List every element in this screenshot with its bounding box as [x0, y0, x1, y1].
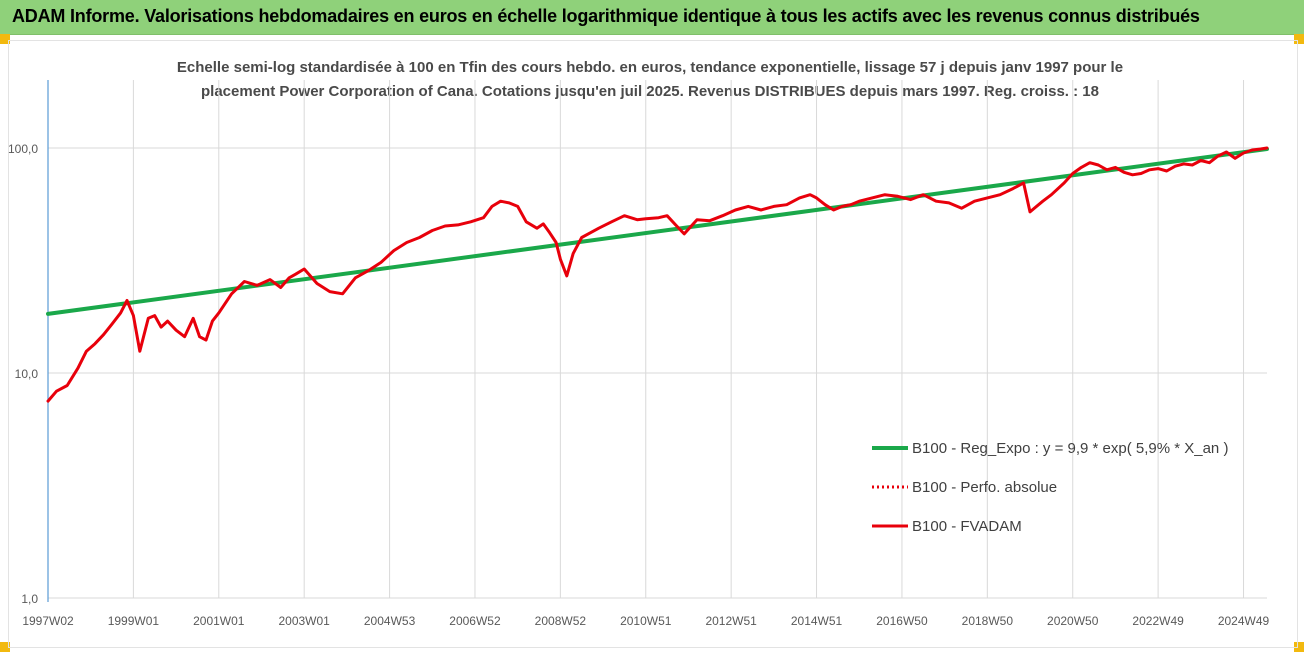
x-tick-label: 1997W02	[22, 614, 74, 628]
legend-entry: B100 - Perfo. absolue	[912, 479, 1057, 496]
corner-marker-bottom-left	[0, 642, 10, 652]
y-tick-label: 10,0	[15, 367, 39, 381]
chart-title-line-2: placement Power Corporation of Cana. Cot…	[201, 83, 1099, 100]
y-tick-label: 1,0	[21, 592, 38, 606]
x-tick-label: 2020W50	[1047, 614, 1099, 628]
title-banner: ADAM Informe. Valorisations hebdomadaire…	[0, 0, 1304, 35]
chart-title-line-1: Echelle semi-log standardisée à 100 en T…	[176, 59, 1124, 76]
x-tick-label: 2006W52	[449, 614, 501, 628]
legend-entry: B100 - FVADAM	[912, 518, 1022, 535]
legend-entry: B100 - Reg_Expo : y = 9,9 * exp( 5,9% * …	[912, 440, 1228, 457]
corner-marker-top-left	[0, 34, 10, 44]
corner-marker-top-right	[1294, 34, 1304, 44]
chart-area-border	[8, 40, 1298, 648]
x-tick-label: 2022W49	[1132, 614, 1184, 628]
y-tick-label: 100,0	[8, 142, 38, 156]
regression-line	[46, 147, 1269, 316]
x-tick-label: 2008W52	[535, 614, 587, 628]
x-tick-label: 2001W01	[193, 614, 245, 628]
report-title: ADAM Informe. Valorisations hebdomadaire…	[12, 6, 1200, 26]
x-tick-label: 2018W50	[962, 614, 1014, 628]
corner-marker-bottom-right	[1294, 642, 1304, 652]
x-tick-label: 2024W49	[1218, 614, 1270, 628]
x-tick-label: 2004W53	[364, 614, 416, 628]
x-tick-label: 1999W01	[108, 614, 160, 628]
x-tick-label: 2012W51	[705, 614, 757, 628]
x-tick-label: 2016W50	[876, 614, 928, 628]
fvadam-line	[46, 146, 1269, 403]
x-tick-label: 2014W51	[791, 614, 843, 628]
x-tick-label: 2003W01	[278, 614, 330, 628]
x-tick-label: 2010W51	[620, 614, 672, 628]
